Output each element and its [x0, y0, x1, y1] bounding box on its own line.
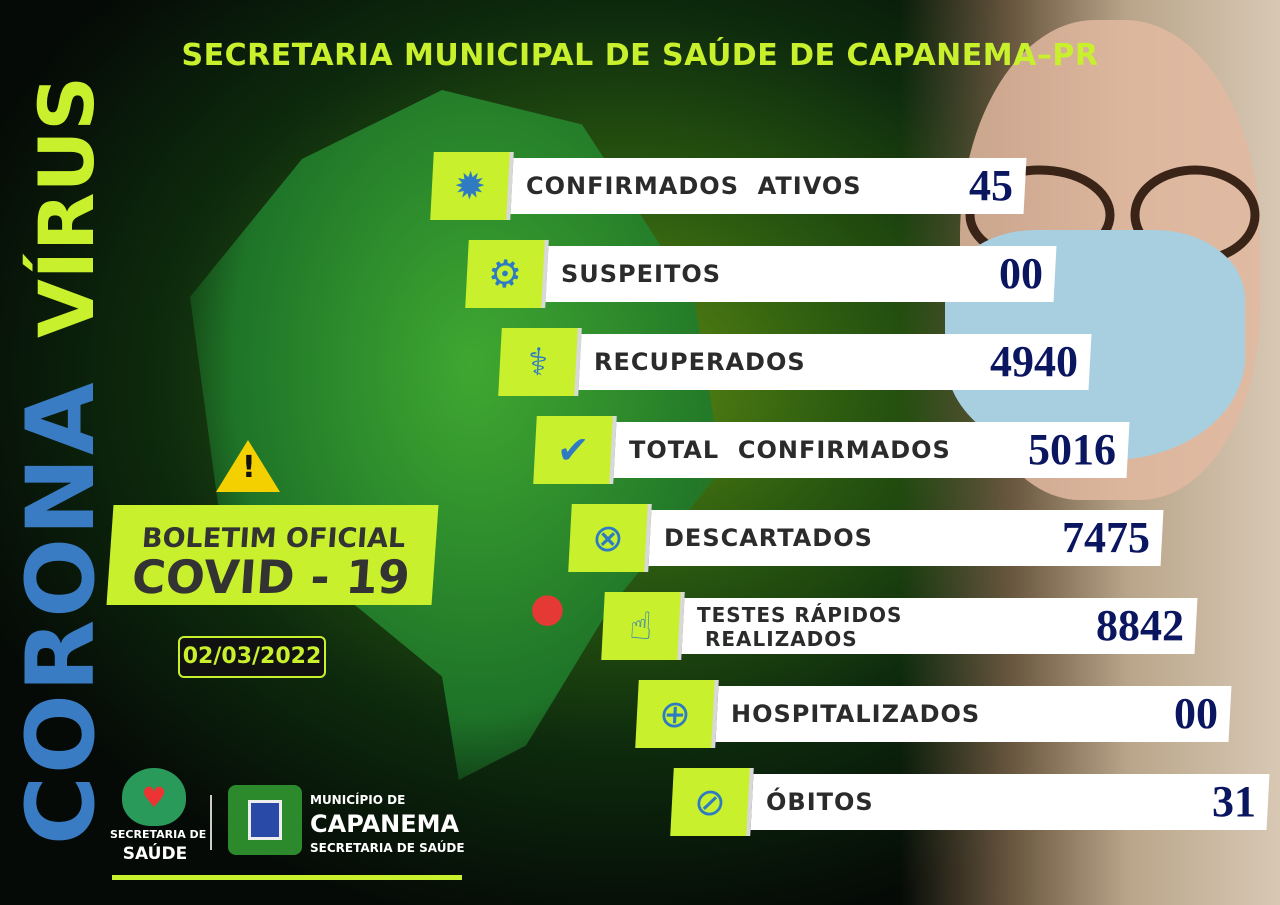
- check-circle-icon: ✔: [533, 416, 613, 484]
- stat-label: TOTAL CONFIRMADOS: [629, 436, 951, 464]
- stat-value: 31: [1212, 777, 1256, 826]
- stat-row: ☝ TESTES RÁPIDOS REALIZADOS 8842: [601, 592, 1198, 660]
- stat-row: ⊘ ÓBITOS 31: [670, 768, 1270, 836]
- bulletin-banner: BOLETIM OFICIAL COVID - 19: [106, 505, 439, 605]
- prohibited-icon: ⊘: [670, 768, 750, 836]
- footer-logos: ♥ SECRETARIA DE SAÚDE MUNICÍPIO DE CAPAN…: [110, 765, 470, 880]
- stat-label: CONFIRMADOS ATIVOS: [526, 172, 862, 200]
- corona-text: CORONA: [7, 380, 116, 845]
- stat-label: TESTES RÁPIDOS REALIZADOS: [697, 603, 903, 651]
- stat-label: HOSPITALIZADOS: [731, 700, 981, 728]
- stat-row: ✹ CONFIRMADOS ATIVOS 45: [430, 152, 1027, 220]
- stat-value: 4940: [990, 337, 1078, 386]
- stat-label: RECUPERADOS: [594, 348, 806, 376]
- stat-label: ÓBITOS: [766, 788, 874, 816]
- saude-logo-line2: SAÚDE: [122, 844, 188, 864]
- warning-icon: !: [216, 440, 280, 492]
- municipio-label: MUNICÍPIO DE: [310, 793, 406, 807]
- stat-row: ⚕ RECUPERADOS 4940: [498, 328, 1092, 396]
- heart-pulse-icon: ♥: [122, 768, 186, 826]
- virus-text: VÍRUS: [22, 75, 111, 339]
- bulletin-date: 02/03/2022: [178, 636, 326, 678]
- stat-value: 45: [969, 161, 1013, 210]
- divider: [210, 795, 212, 850]
- stat-value: 00: [999, 249, 1043, 298]
- coat-of-arms-icon: [228, 785, 302, 855]
- stat-row: ⊗ DESCARTADOS 7475: [568, 504, 1164, 572]
- bulletin-line2: COVID - 19: [130, 550, 412, 604]
- page-title: SECRETARIA MUNICIPAL DE SAÚDE DE CAPANEM…: [181, 38, 1099, 73]
- stat-row: ⊕ HOSPITALIZADOS 00: [635, 680, 1232, 748]
- stat-label: SUSPEITOS: [561, 260, 722, 288]
- stat-value: 00: [1174, 689, 1218, 738]
- stat-value: 7475: [1062, 513, 1150, 562]
- stat-row: ✔ TOTAL CONFIRMADOS 5016: [533, 416, 1130, 484]
- stat-label: DESCARTADOS: [664, 524, 873, 552]
- location-pin-icon: ●: [530, 585, 565, 631]
- secretaria-label: SECRETARIA DE SAÚDE: [310, 841, 465, 855]
- saude-logo-line1: SECRETARIA DE: [110, 828, 207, 841]
- stethoscope-icon: ⚕: [498, 328, 578, 396]
- stat-value: 8842: [1096, 601, 1184, 650]
- stat-row: ⚙ SUSPEITOS 00: [465, 240, 1057, 308]
- footer-underline: [112, 875, 462, 880]
- virus-icon: ✹: [430, 152, 510, 220]
- capanema-label: CAPANEMA: [310, 810, 460, 838]
- x-circle-icon: ⊗: [568, 504, 648, 572]
- hospital-pin-icon: ⊕: [635, 680, 715, 748]
- blood-test-icon: ☝: [601, 592, 681, 660]
- stat-value: 5016: [1028, 425, 1116, 474]
- gear-search-icon: ⚙: [465, 240, 545, 308]
